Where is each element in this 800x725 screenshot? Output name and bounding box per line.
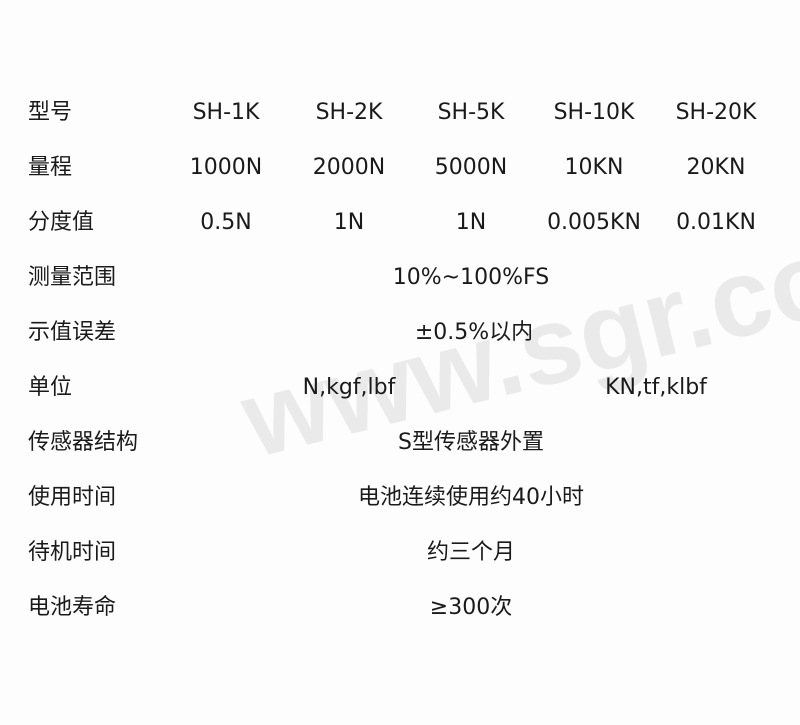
row-label: 待机时间 [28, 540, 117, 565]
cell: 1N [333, 210, 365, 235]
row-label: 型号 [28, 100, 73, 125]
cell: SH-1K [192, 100, 260, 125]
cell: 1000N [189, 155, 263, 180]
table-row-unit: 单位 N,kgf,lbf KN,tf,klbf [0, 368, 800, 408]
table-row-resolution: 分度值 0.5N 1N 1N 0.005KN 0.01KN [0, 203, 800, 243]
row-label: 电池寿命 [28, 595, 117, 620]
cell: 约三个月 [426, 540, 516, 565]
table-row-range: 量程 1000N 2000N 5000N 10KN 20KN [0, 148, 800, 188]
table-row-error: 示值误差 ±0.5%以内 [0, 313, 800, 353]
cell: 5000N [434, 155, 508, 180]
cell: 电池连续使用约40小时 [358, 485, 584, 510]
cell: ±0.5%以内 [414, 320, 534, 345]
row-label: 示值误差 [28, 320, 117, 345]
cell: 2000N [312, 155, 386, 180]
row-label: 测量范围 [28, 265, 117, 290]
row-label: 分度值 [28, 210, 95, 235]
cell: 0.01KN [676, 210, 756, 235]
row-label: 量程 [28, 155, 73, 180]
cell: KN,tf,klbf [605, 375, 707, 400]
cell: SH-2K [315, 100, 383, 125]
cell: 10KN [564, 155, 624, 180]
cell: SH-10K [553, 100, 635, 125]
table-row-standby-time: 待机时间 约三个月 [0, 533, 800, 573]
cell: S型传感器外置 [398, 430, 544, 455]
table-row-usage-time: 使用时间 电池连续使用约40小时 [0, 478, 800, 518]
cell: 0.5N [200, 210, 252, 235]
table-row-measure-range: 测量范围 10%~100%FS [0, 258, 800, 298]
table-row-sensor: 传感器结构 S型传感器外置 [0, 423, 800, 463]
table-row-battery-life: 电池寿命 ≥300次 [0, 588, 800, 628]
cell: ≥300次 [429, 595, 513, 620]
cell: SH-5K [437, 100, 505, 125]
row-label: 单位 [28, 375, 73, 400]
cell: 0.005KN [547, 210, 641, 235]
cell: N,kgf,lbf [302, 375, 396, 400]
row-label: 使用时间 [28, 485, 117, 510]
cell: 1N [455, 210, 487, 235]
row-label: 传感器结构 [28, 430, 139, 455]
cell: 20KN [686, 155, 746, 180]
cell: 10%~100%FS [392, 265, 550, 290]
cell: SH-20K [675, 100, 757, 125]
table-row-model: 型号 SH-1K SH-2K SH-5K SH-10K SH-20K [0, 93, 800, 133]
